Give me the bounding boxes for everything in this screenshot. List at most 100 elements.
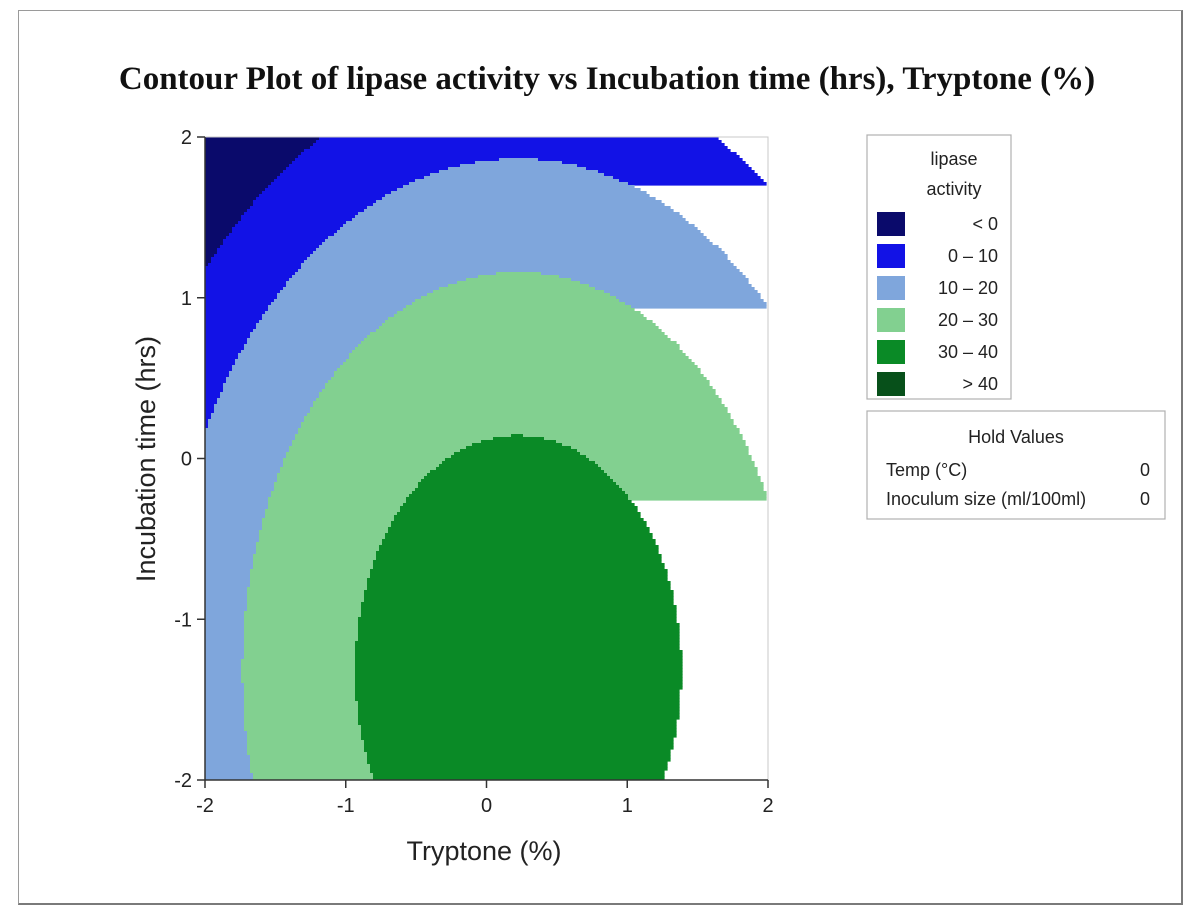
- contour-cell: [247, 209, 365, 213]
- contour-cell: [217, 248, 317, 252]
- contour-cell: [247, 593, 365, 597]
- legend-label: 20 – 30: [938, 310, 998, 330]
- contour-cell: [277, 473, 428, 477]
- contour-cell: [364, 593, 674, 597]
- contour-cell: [205, 158, 296, 162]
- contour-cell: [205, 554, 254, 558]
- contour-cell: [244, 656, 356, 660]
- contour-cell: [253, 557, 377, 561]
- contour-cell: [205, 152, 302, 156]
- contour-cell: [355, 686, 683, 690]
- contour-cell: [244, 692, 356, 696]
- contour-cell: [355, 692, 680, 696]
- contour-cell: [247, 734, 362, 738]
- contour-cell: [364, 749, 671, 753]
- contour-cell: [205, 500, 269, 504]
- contour-cell: [205, 230, 233, 234]
- contour-cell: [205, 737, 248, 741]
- contour-cell: [205, 176, 278, 180]
- contour-cell: [367, 587, 671, 591]
- contour-cell: [205, 329, 254, 333]
- contour-cell: [205, 353, 239, 357]
- contour-cell: [238, 221, 347, 225]
- contour-cell: [205, 620, 245, 624]
- contour-cell: [247, 737, 362, 741]
- contour-cell: [556, 440, 746, 444]
- contour-cell: [382, 539, 656, 543]
- contour-cell: [205, 707, 245, 711]
- y-tick-label: 1: [181, 288, 192, 310]
- contour-cell: [319, 137, 719, 141]
- contour-cell: [205, 173, 281, 177]
- contour-cell: [259, 320, 386, 324]
- contour-cell: [241, 218, 353, 222]
- legend-items: < 0 0 – 10 10 – 20 20 – 30 30 – 40 > 40: [877, 212, 998, 396]
- contour-cell: [499, 158, 539, 162]
- contour-cell: [358, 638, 680, 642]
- contour-cell: [223, 383, 326, 387]
- contour-cell: [241, 665, 356, 669]
- contour-cell: [244, 635, 359, 639]
- contour-cell: [277, 293, 428, 297]
- y-tick-label: -2: [174, 770, 192, 792]
- contour-cell: [334, 233, 704, 237]
- contour-cell: [301, 263, 734, 267]
- contour-cell: [259, 194, 386, 198]
- contour-cell: [595, 287, 755, 291]
- contour-cell: [289, 449, 461, 453]
- contour-cell: [352, 350, 683, 354]
- contour-cell: [205, 440, 293, 444]
- contour-cell: [205, 593, 248, 597]
- contour-cell: [247, 602, 362, 606]
- contour-cell: [205, 335, 251, 339]
- contour-cell: [355, 662, 683, 666]
- contour-cell: [250, 578, 368, 582]
- contour-cell: [262, 518, 395, 522]
- legend: lipase activity < 0 0 – 10 10 – 20 20 – 30 3…: [866, 134, 1012, 400]
- contour-cell: [244, 623, 359, 627]
- contour-cell: [331, 377, 707, 381]
- contour-cell: [298, 155, 740, 159]
- contour-cell: [205, 182, 272, 186]
- contour-cell: [205, 149, 305, 153]
- contour-cell: [355, 347, 680, 351]
- contour-cell: [205, 584, 251, 588]
- contour-cell: [205, 305, 269, 309]
- contour-cell: [277, 476, 425, 480]
- contour-cell: [205, 317, 263, 321]
- contour-cell: [241, 674, 356, 678]
- contour-cell: [343, 224, 695, 228]
- contour-cell: [205, 269, 299, 273]
- contour-cell: [205, 392, 221, 396]
- contour-cell: [205, 668, 242, 672]
- contour-cell: [244, 638, 359, 642]
- contour-cell: [370, 572, 668, 576]
- contour-cell: [205, 596, 248, 600]
- contour-cell: [205, 386, 224, 390]
- contour-cell: [355, 647, 680, 651]
- contour-cell: [373, 776, 665, 780]
- contour-cell: [340, 227, 698, 231]
- contour-cell: [205, 521, 263, 525]
- contour-cell: [205, 275, 293, 279]
- contour-cell: [205, 587, 248, 591]
- contour-cell: [205, 290, 281, 294]
- contour-cell: [205, 761, 251, 765]
- contour-cell: [235, 224, 344, 228]
- contour-cell: [205, 320, 260, 324]
- contour-cell: [205, 671, 242, 675]
- contour-cell: [364, 743, 674, 747]
- contour-cell: [262, 521, 392, 525]
- contour-cell: [280, 173, 431, 177]
- contour-cell: [259, 533, 386, 537]
- contour-cell: [610, 476, 761, 480]
- hold-value-name: Temp (°C): [886, 460, 967, 480]
- contour-cell: [376, 200, 662, 204]
- contour-cell: [247, 608, 362, 612]
- contour-cell: [346, 221, 689, 225]
- contour-cell: [355, 674, 683, 678]
- contour-cell: [610, 293, 761, 297]
- contour-cell: [205, 770, 251, 774]
- contour-cell: [205, 389, 224, 393]
- contour-cell: [361, 728, 677, 732]
